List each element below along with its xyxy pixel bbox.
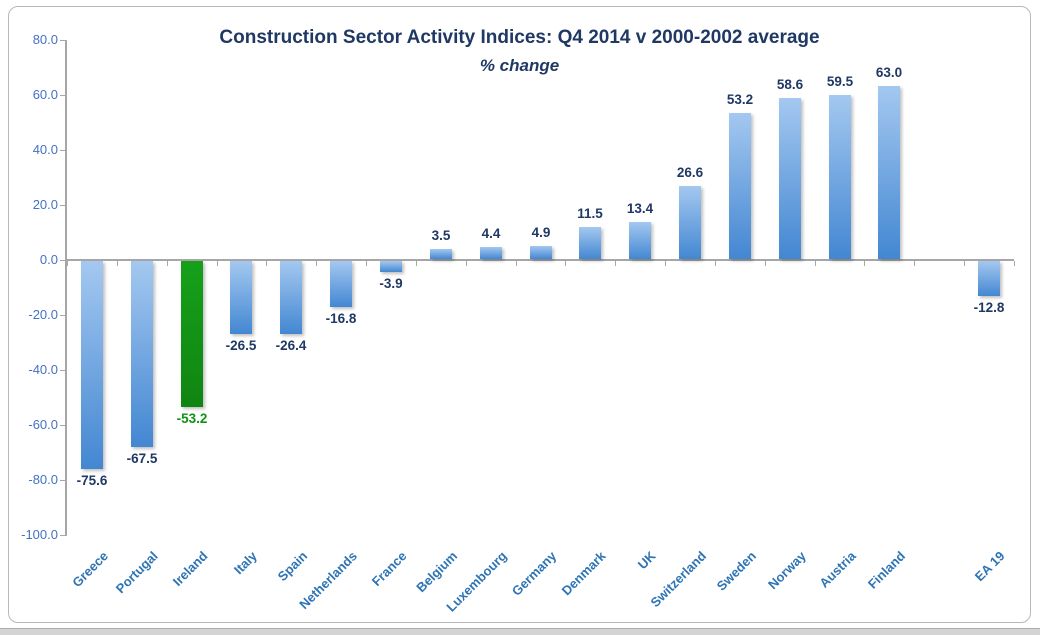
x-tick-austria: Austria xyxy=(816,548,859,591)
y-axis-tick xyxy=(60,370,66,371)
bar-denmark xyxy=(579,227,601,259)
y-tick-label: 60.0 xyxy=(32,87,58,102)
bar-austria xyxy=(829,95,851,259)
y-tick-label: 40.0 xyxy=(32,142,58,157)
x-tick-uk: UK xyxy=(635,548,659,573)
value-label-germany: 4.9 xyxy=(531,225,551,240)
x-axis-tick xyxy=(665,261,666,266)
bar-netherlands xyxy=(330,261,352,307)
y-axis-tick xyxy=(60,315,66,316)
bar-france xyxy=(380,261,402,272)
x-axis-line xyxy=(67,259,1014,261)
x-tick-norway: Norway xyxy=(765,548,809,593)
x-tick-belgium: Belgium xyxy=(413,548,460,596)
x-axis-tick xyxy=(914,261,915,266)
value-label-ireland: -53.2 xyxy=(176,411,208,426)
x-axis-tick xyxy=(67,261,68,266)
y-axis-tick xyxy=(60,535,66,536)
value-label-luxembourg: 4.4 xyxy=(481,226,501,241)
y-tick-label: -20.0 xyxy=(28,307,58,322)
y-axis-tick xyxy=(60,150,66,151)
x-tick-italy: Italy xyxy=(230,548,260,578)
x-axis-tick xyxy=(416,261,417,266)
y-tick-label: 20.0 xyxy=(32,197,58,212)
chart-title: Construction Sector Activity Indices: Q4… xyxy=(219,27,820,48)
x-axis-tick xyxy=(316,261,317,266)
value-label-greece: -75.6 xyxy=(76,473,108,488)
bar-portugal xyxy=(131,261,153,447)
x-axis-tick xyxy=(366,261,367,266)
y-axis-tick xyxy=(60,40,66,41)
bar-uk xyxy=(629,222,651,259)
y-axis-tick xyxy=(60,95,66,96)
value-label-finland: 63.0 xyxy=(875,65,903,80)
value-label-switzerland: 26.6 xyxy=(676,165,704,180)
value-label-spain: -26.4 xyxy=(275,338,307,353)
bar-ireland xyxy=(181,261,203,407)
bar-greece xyxy=(81,261,103,469)
y-tick-label: -100.0 xyxy=(21,527,58,542)
value-label-netherlands: -16.8 xyxy=(325,311,357,326)
x-axis-tick xyxy=(715,261,716,266)
x-axis-tick xyxy=(864,261,865,266)
window-bottom-edge xyxy=(0,628,1040,635)
chart-subtitle: % change xyxy=(479,56,560,75)
x-tick-sweden: Sweden xyxy=(713,548,759,594)
x-axis-tick xyxy=(565,261,566,266)
y-tick-label: 0.0 xyxy=(39,252,58,267)
value-label-portugal: -67.5 xyxy=(126,451,158,466)
y-tick-label: 80.0 xyxy=(32,32,58,47)
x-axis-tick xyxy=(516,261,517,266)
bar-belgium xyxy=(430,249,452,259)
y-axis-line xyxy=(65,40,67,536)
x-tick-greece: Greece xyxy=(69,548,111,591)
x-axis-tick xyxy=(615,261,616,266)
y-tick-label: -40.0 xyxy=(28,362,58,377)
x-tick-germany: Germany xyxy=(508,548,559,599)
value-label-belgium: 3.5 xyxy=(431,228,451,243)
value-label-france: -3.9 xyxy=(379,276,403,291)
x-axis-tick xyxy=(466,261,467,266)
x-tick-finland: Finland xyxy=(864,548,908,592)
x-tick-denmark: Denmark xyxy=(558,548,609,599)
x-tick-spain: Spain xyxy=(274,548,310,584)
value-label-sweden: 53.2 xyxy=(726,92,754,107)
value-label-ea-19: -12.8 xyxy=(973,300,1005,315)
x-axis-tick xyxy=(117,261,118,266)
x-tick-portugal: Portugal xyxy=(113,548,161,597)
bar-spain xyxy=(280,261,302,334)
value-label-uk: 13.4 xyxy=(626,201,654,216)
y-axis-tick xyxy=(60,205,66,206)
x-tick-ea-19: EA 19 xyxy=(972,548,1008,585)
value-label-norway: 58.6 xyxy=(776,77,804,92)
y-tick-label: -80.0 xyxy=(28,472,58,487)
bar-switzerland xyxy=(679,186,701,259)
y-tick-label: -60.0 xyxy=(28,417,58,432)
bar-luxembourg xyxy=(480,247,502,259)
x-tick-ireland: Ireland xyxy=(170,548,211,590)
bar-ea-19 xyxy=(978,261,1000,296)
bar-italy xyxy=(230,261,252,334)
value-label-austria: 59.5 xyxy=(826,74,854,89)
value-label-italy: -26.5 xyxy=(225,338,257,353)
chart-frame: Construction Sector Activity Indices: Q4… xyxy=(8,6,1031,623)
y-axis-tick xyxy=(60,425,66,426)
bar-germany xyxy=(530,246,552,259)
value-label-denmark: 11.5 xyxy=(577,206,603,221)
bar-finland xyxy=(878,86,900,259)
x-axis-tick xyxy=(266,261,267,266)
bar-sweden xyxy=(729,113,751,259)
y-axis-tick xyxy=(60,480,66,481)
x-axis-tick xyxy=(765,261,766,266)
x-axis-tick xyxy=(167,261,168,266)
bar-norway xyxy=(779,98,801,259)
x-axis-tick xyxy=(217,261,218,266)
x-tick-france: France xyxy=(369,548,410,590)
x-axis-tick xyxy=(815,261,816,266)
y-axis-tick xyxy=(60,260,66,261)
x-axis-tick xyxy=(964,261,965,266)
x-axis-tick xyxy=(1014,261,1015,266)
